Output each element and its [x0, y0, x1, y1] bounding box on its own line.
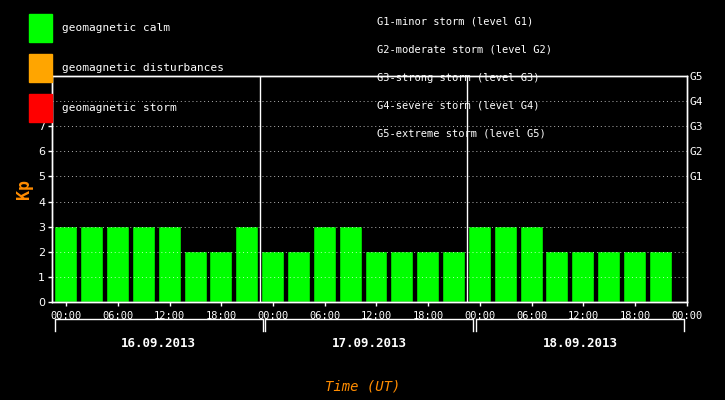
Text: G5-extreme storm (level G5): G5-extreme storm (level G5) — [377, 129, 546, 139]
Bar — [521, 227, 542, 302]
Bar — [392, 252, 413, 302]
Bar — [314, 227, 336, 302]
Bar — [650, 252, 672, 302]
Text: G1-minor storm (level G1): G1-minor storm (level G1) — [377, 17, 534, 27]
Bar — [572, 252, 594, 302]
Bar — [133, 227, 155, 302]
Text: G2-moderate storm (level G2): G2-moderate storm (level G2) — [377, 45, 552, 55]
Bar — [107, 227, 129, 302]
Bar — [81, 227, 103, 302]
Bar — [417, 252, 439, 302]
Bar — [288, 252, 310, 302]
Bar — [469, 227, 491, 302]
Bar — [624, 252, 646, 302]
Bar — [159, 227, 181, 302]
Text: 18.09.2013: 18.09.2013 — [542, 337, 618, 350]
Bar — [598, 252, 620, 302]
Bar — [365, 252, 387, 302]
Bar — [494, 227, 517, 302]
Bar — [262, 252, 284, 302]
Bar — [340, 227, 362, 302]
Bar — [547, 252, 568, 302]
Text: 17.09.2013: 17.09.2013 — [332, 337, 407, 350]
Text: G4-severe storm (level G4): G4-severe storm (level G4) — [377, 101, 539, 111]
Bar — [55, 227, 78, 302]
Text: 16.09.2013: 16.09.2013 — [121, 337, 196, 350]
Text: geomagnetic disturbances: geomagnetic disturbances — [62, 63, 223, 73]
Bar — [236, 227, 258, 302]
Bar — [185, 252, 207, 302]
Bar — [443, 252, 465, 302]
Text: geomagnetic storm: geomagnetic storm — [62, 103, 176, 113]
Text: Time (UT): Time (UT) — [325, 380, 400, 394]
Y-axis label: Kp: Kp — [14, 179, 33, 199]
Text: geomagnetic calm: geomagnetic calm — [62, 23, 170, 33]
Bar — [210, 252, 233, 302]
Text: G3-strong storm (level G3): G3-strong storm (level G3) — [377, 73, 539, 83]
